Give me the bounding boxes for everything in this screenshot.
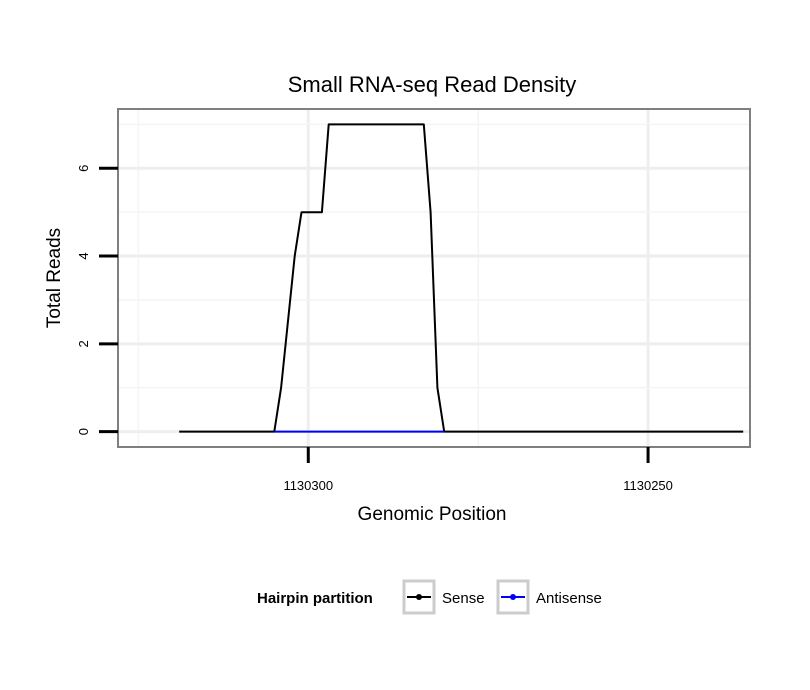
legend-label-antisense: Antisense xyxy=(536,590,602,607)
legend-label-sense: Sense xyxy=(442,590,485,607)
x-axis-label: Genomic Position xyxy=(358,504,507,525)
y-tick-label: 0 xyxy=(76,428,91,435)
y-axis-label: Total Reads xyxy=(44,228,65,328)
series-group xyxy=(179,123,744,433)
legend: Hairpin partition Sense Antisense xyxy=(257,579,602,615)
series-line-sense xyxy=(179,123,744,433)
ticks-group: 1130300113025011302000246 xyxy=(76,165,673,493)
y-tick-label: 2 xyxy=(76,340,91,347)
x-tick-label: 1130250 xyxy=(623,478,673,493)
y-tick-label: 4 xyxy=(76,252,91,259)
x-tick-label: 1130300 xyxy=(283,478,333,493)
chart-title: Small RNA-seq Read Density xyxy=(288,72,577,97)
legend-point-sense xyxy=(416,594,422,600)
legend-title: Hairpin partition xyxy=(257,590,373,607)
legend-point-antisense xyxy=(510,594,516,600)
y-tick-label: 6 xyxy=(76,165,91,172)
plot-panel xyxy=(117,108,751,448)
